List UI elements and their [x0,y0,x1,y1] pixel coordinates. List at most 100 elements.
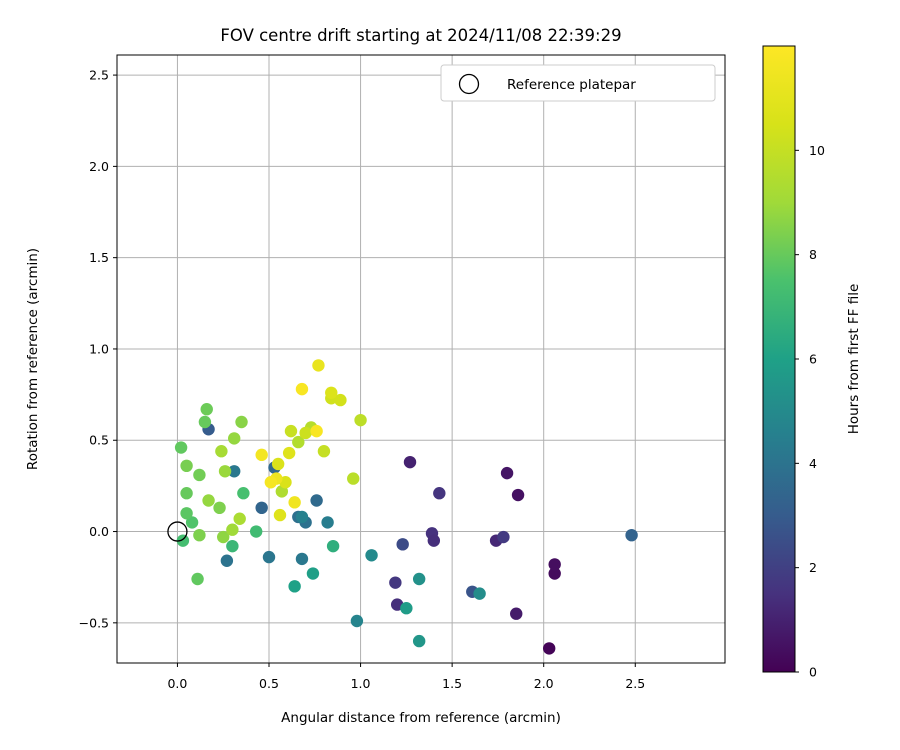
data-point [292,435,305,449]
data-point [226,523,239,536]
data-point [213,501,226,515]
data-point [473,587,486,600]
x-tick-label: 0.5 [259,676,279,691]
data-point [249,525,263,538]
x-tick-label: 1.0 [351,676,371,691]
data-point [185,516,199,529]
colorbar-tick-label: 0 [809,665,817,680]
data-point [180,507,193,520]
data-point [334,393,347,407]
data-point [264,476,278,489]
data-point [288,580,301,593]
data-point [542,642,556,655]
x-tick-label: 2.5 [625,676,645,691]
data-point [310,494,323,507]
data-point [306,567,320,580]
data-point [217,530,230,544]
x-axis-label: Angular distance from reference (arcmin) [281,710,561,726]
data-point [350,614,364,628]
x-tick-label: 1.5 [442,676,462,691]
colorbar-tick-label: 6 [809,352,817,367]
data-point [180,486,193,500]
data-point [325,386,338,399]
data-point [396,538,409,551]
data-point [295,382,309,396]
data-point [389,576,402,589]
colorbar-tick-label: 4 [809,456,817,471]
data-point [255,448,268,462]
colorbar-gradient [762,45,796,673]
data-point [295,510,309,524]
data-point [271,457,285,471]
data-point [497,530,510,544]
data-point [262,550,276,564]
colorbar-tick-label: 10 [809,143,825,158]
data-point [233,512,246,525]
chart-title: FOV centre drift starting at 2024/11/08 … [220,26,621,45]
legend: Reference platepar [440,64,716,102]
y-axis-ticks: −0.5 0.0 0.5 1.0 1.5 2.0 2.5 [79,68,117,630]
data-point [510,607,523,620]
data-point [310,424,323,438]
data-point [412,572,426,586]
data-point [198,415,212,429]
y-tick-label: 2.0 [89,159,109,174]
data-point [193,468,206,482]
data-point [427,534,441,547]
data-point [218,465,232,478]
data-point [220,554,234,567]
x-tick-label: 0.0 [167,676,187,691]
data-point [548,558,561,571]
colorbar-label: Hours from first FF file [846,284,862,435]
y-tick-label: 1.0 [89,341,109,356]
data-point [295,552,309,566]
colorbar-tick-label: 2 [809,560,817,575]
data-point [299,426,312,440]
data-point [548,567,561,580]
y-tick-label: 1.5 [89,250,109,265]
data-point [288,496,301,509]
data-point [237,486,250,500]
data-point [273,508,287,522]
data-point [433,486,446,500]
data-point [625,528,638,542]
data-points [174,359,638,655]
y-tick-label: 2.5 [89,68,109,83]
data-point [255,501,268,515]
legend-marker-circle [458,73,480,95]
plot-frame [116,54,726,664]
data-point [180,459,193,473]
reference-point-marker [167,521,188,542]
data-point [191,572,204,586]
data-point [215,445,228,458]
data-point [284,424,298,438]
data-point [176,534,190,547]
data-point [321,516,334,529]
data-point [235,415,248,429]
data-point [326,539,340,553]
data-point [400,602,413,615]
y-tick-label: −0.5 [79,615,109,630]
data-point [193,528,206,542]
colorbar-ticks: 0 2 4 6 8 10 [795,143,825,680]
data-point [347,472,360,485]
data-point [500,466,514,480]
data-point [228,432,241,445]
grid-lines [117,55,725,663]
legend-box [440,64,716,102]
y-tick-label: 0.5 [89,433,109,448]
data-point [412,634,426,648]
x-tick-label: 2.0 [534,676,554,691]
data-point [202,494,215,507]
data-point [312,359,325,372]
data-point [365,549,378,562]
y-axis-label: Rotation from reference (arcmin) [25,248,41,470]
data-point [200,403,213,416]
data-point [403,455,417,469]
data-point [228,465,241,478]
data-point [226,539,239,553]
data-point [282,446,296,460]
data-point [511,488,525,502]
colorbar-tick-label: 8 [809,247,817,262]
